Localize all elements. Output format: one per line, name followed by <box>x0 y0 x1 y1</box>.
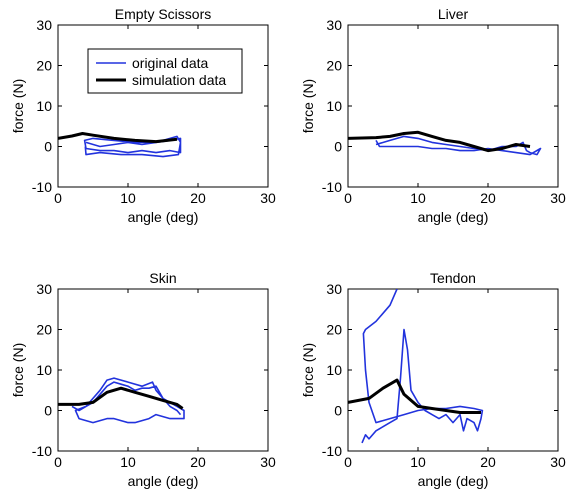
y-axis-label: force (N) <box>10 79 26 133</box>
y-tick-label: 30 <box>326 281 342 297</box>
y-tick-label: 0 <box>334 403 342 419</box>
y-tick-label: 0 <box>44 139 52 155</box>
y-tick-label: -10 <box>322 443 342 459</box>
x-tick-label: 30 <box>550 454 566 470</box>
x-tick-label: 20 <box>190 454 206 470</box>
legend-label: original data <box>132 55 208 71</box>
y-tick-label: 10 <box>36 362 52 378</box>
x-tick-label: 20 <box>480 454 496 470</box>
plot-area-frame <box>347 288 559 452</box>
x-tick-label: 0 <box>344 190 352 206</box>
x-axis-label: angle (deg) <box>128 473 199 489</box>
legend-label: simulation data <box>132 72 226 88</box>
y-tick-label: 20 <box>36 58 52 74</box>
y-tick-label: 30 <box>36 281 52 297</box>
y-tick-label: 20 <box>326 58 342 74</box>
y-tick-label: -10 <box>32 443 52 459</box>
x-tick-label: 20 <box>190 190 206 206</box>
x-axis-label: angle (deg) <box>128 209 199 225</box>
x-tick-label: 20 <box>480 190 496 206</box>
x-tick-label: 10 <box>410 190 426 206</box>
series-original-line <box>361 289 484 444</box>
x-tick-label: 30 <box>260 454 276 470</box>
plot-area-frame <box>347 24 559 188</box>
series-simulation-line <box>348 130 531 153</box>
y-tick-label: 20 <box>36 322 52 338</box>
chart-title: Empty Scissors <box>115 6 211 22</box>
plot-area-frame <box>57 288 269 452</box>
series-simulation-line <box>58 132 178 144</box>
x-tick-label: 30 <box>260 190 276 206</box>
x-tick-label: 10 <box>120 190 136 206</box>
x-tick-label: 10 <box>120 454 136 470</box>
y-axis-label: force (N) <box>10 343 26 397</box>
x-tick-label: 0 <box>54 454 62 470</box>
y-tick-label: 30 <box>36 17 52 33</box>
x-axis-label: angle (deg) <box>418 209 489 225</box>
series-original-line <box>375 135 542 156</box>
x-tick-label: 0 <box>54 190 62 206</box>
x-tick-label: 30 <box>550 190 566 206</box>
y-tick-label: 0 <box>44 403 52 419</box>
series-simulation-line <box>348 378 481 414</box>
x-tick-label: 0 <box>344 454 352 470</box>
legend-box <box>87 48 243 94</box>
y-tick-label: 30 <box>326 17 342 33</box>
chart-title: Liver <box>438 6 469 22</box>
y-tick-label: 10 <box>326 362 342 378</box>
y-tick-label: 0 <box>334 139 342 155</box>
series-original-line <box>71 377 185 424</box>
series-simulation-line <box>58 386 184 410</box>
y-tick-label: 10 <box>36 98 52 114</box>
chart-title: Skin <box>149 270 176 286</box>
y-tick-label: -10 <box>322 179 342 195</box>
y-axis-label: force (N) <box>300 79 316 133</box>
y-tick-label: 10 <box>326 98 342 114</box>
x-tick-label: 10 <box>410 454 426 470</box>
x-axis-label: angle (deg) <box>418 473 489 489</box>
chart-title: Tendon <box>430 270 476 286</box>
y-tick-label: -10 <box>32 179 52 195</box>
y-axis-label: force (N) <box>300 343 316 397</box>
y-tick-label: 20 <box>326 322 342 338</box>
